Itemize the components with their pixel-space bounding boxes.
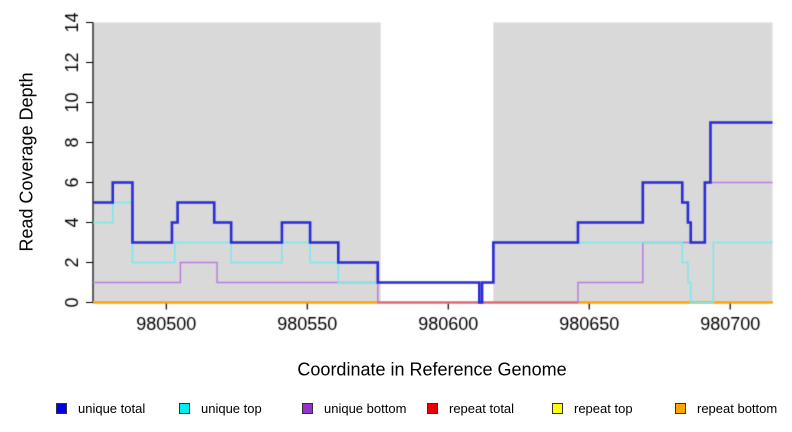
legend-label: unique total: [78, 400, 146, 416]
legend-item-unique-bottom: unique bottom: [302, 399, 406, 417]
y-axis-title: Read Coverage Depth: [16, 72, 37, 252]
legend-swatch-unique-total: [56, 402, 67, 414]
legend-item-repeat-bottom: repeat bottom: [675, 399, 777, 417]
legend-swatch-unique-top: [179, 402, 190, 414]
legend-item-unique-top: unique top: [179, 399, 262, 417]
legend-swatch-repeat-bottom: [675, 402, 686, 414]
legend-swatch-unique-bottom: [302, 402, 313, 414]
legend-swatch-repeat-total: [427, 402, 438, 414]
legend: unique total unique top unique bottom re…: [0, 399, 792, 419]
legend-label: repeat total: [449, 400, 515, 416]
legend-label: repeat top: [574, 400, 633, 416]
x-axis-title: Coordinate in Reference Genome: [297, 359, 567, 380]
legend-label: unique top: [201, 400, 262, 416]
legend-label: repeat bottom: [697, 400, 778, 416]
legend-label: unique bottom: [324, 400, 407, 416]
legend-item-unique-total: unique total: [56, 399, 145, 417]
legend-swatch-repeat-top: [552, 402, 563, 414]
legend-item-repeat-top: repeat top: [552, 399, 633, 417]
legend-item-repeat-total: repeat total: [427, 399, 514, 417]
